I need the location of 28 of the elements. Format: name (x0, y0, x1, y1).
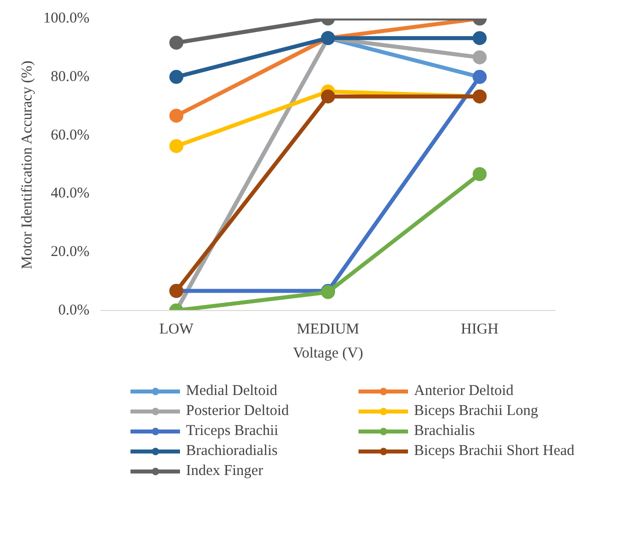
y-tick-label: 40.0% (50, 186, 90, 202)
point (169, 36, 184, 50)
point (321, 89, 335, 104)
y-axis-title: Motor Identification Accuracy (%) (19, 60, 36, 270)
point (169, 139, 184, 154)
legend-label: Index Finger (186, 462, 264, 480)
y-tick-label: 80.0% (50, 68, 90, 85)
point (472, 50, 487, 64)
point (169, 70, 184, 84)
point (472, 31, 487, 46)
legend-label: Triceps Brachii (186, 422, 280, 440)
legend-label: Biceps Brachii Short Head (414, 442, 576, 460)
legend-label: Brachioradialis (186, 442, 279, 460)
legend-label: Biceps Brachii Long (414, 402, 540, 420)
point (169, 108, 184, 123)
legend-label: Medial Deltoid (186, 382, 278, 400)
x-tick-label: HIGH (460, 322, 499, 338)
y-tick-label: 20.0% (50, 244, 90, 260)
legend-label: Posterior Deltoid (186, 402, 290, 420)
y-tick-label: 0.0% (58, 302, 90, 318)
legend-label: Brachialis (414, 422, 476, 440)
y-tick-label: 100.0% (43, 10, 90, 26)
legend-label: Anterior Deltoid (414, 382, 515, 400)
point (472, 167, 487, 182)
x-tick-label: LOW (159, 322, 194, 338)
x-tick-label: MEDIUM (296, 322, 360, 338)
x-axis-title: Voltage (V) (292, 346, 364, 362)
y-tick-label: 60.0% (50, 127, 90, 144)
